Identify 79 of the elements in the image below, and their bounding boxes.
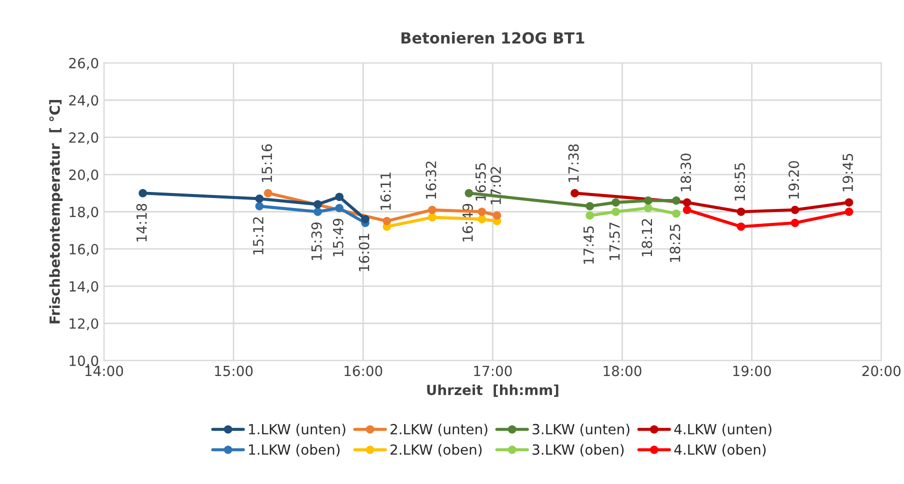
point [644, 204, 652, 212]
y-tick-label: 10,0 [70, 356, 98, 368]
x-axis-title: Uhrzeit [hh:mm] [427, 384, 558, 397]
point [264, 188, 272, 198]
y-tick-label: 24,0 [69, 95, 98, 108]
annotation: 19:20 [788, 161, 800, 199]
point [464, 188, 474, 198]
annotation: 18:25 [670, 224, 680, 262]
annotation: 17:38 [568, 144, 579, 182]
point [612, 208, 620, 216]
annotation: 15:39 [311, 222, 322, 260]
point [361, 215, 370, 224]
point [382, 216, 392, 226]
point [335, 204, 344, 212]
y-tick-label: 26,0 [69, 58, 98, 70]
point [428, 206, 436, 214]
y-tick-label: 12,0 [70, 318, 98, 330]
x-tick-label: 20:00 [862, 366, 900, 376]
point [428, 213, 436, 222]
point [586, 202, 594, 210]
point [478, 215, 486, 224]
annotation: 15:12 [252, 217, 264, 254]
y-tick-label: 14,0 [70, 281, 98, 294]
y-tick-label: 18,0 [70, 206, 98, 219]
point [314, 208, 322, 216]
legend-label: 2.LKW (unten) [390, 424, 488, 436]
point [586, 211, 594, 220]
annotation: 18:30 [680, 154, 692, 192]
y-axis-title: Frischbetontemperatur [ °C] [49, 100, 63, 324]
annotation: 18:55 [734, 163, 746, 200]
legend-label: 3.LKW (unten) [532, 424, 630, 436]
point [478, 208, 486, 216]
point [492, 211, 502, 220]
annotation: 14:18 [136, 204, 147, 242]
legend-label: 1.LKW (oben) [249, 444, 340, 456]
annotation: 15:16 [262, 144, 272, 182]
point [844, 208, 854, 216]
legend-label: 2.LKW (oben) [390, 444, 482, 456]
legend-label: 1.LKW (unten) [249, 424, 346, 436]
point [736, 222, 746, 231]
legend-label: 3.LKW (oben) [532, 444, 624, 456]
point [255, 194, 264, 203]
x-tick-label: 17:00 [474, 366, 512, 376]
y-tick-label: 16,0 [70, 244, 98, 256]
point [736, 208, 746, 216]
point [682, 198, 692, 207]
annotation: 17:45 [584, 226, 594, 264]
chart-title: Betonieren 12OG BT1 [401, 32, 584, 44]
x-tick-label: 19:00 [733, 366, 771, 376]
x-tick-label: 16:00 [344, 366, 382, 376]
point [672, 196, 680, 205]
annotation: 16:01 [358, 234, 370, 272]
x-tick-label: 18:00 [604, 366, 642, 376]
point [570, 188, 579, 198]
annotation: 16:11 [380, 172, 391, 210]
annotation: 17:02 [490, 167, 502, 204]
point [314, 200, 322, 208]
point [790, 218, 800, 228]
y-tick-label: 20,0 [69, 170, 98, 182]
x-tick-label: 15:00 [215, 366, 253, 376]
point [255, 202, 264, 210]
point [138, 188, 147, 198]
legend-label: 4.LKW (unten) [674, 424, 772, 436]
point [335, 192, 344, 202]
x-tick-label: 14:00 [85, 366, 124, 376]
y-tick-label: 22,0 [69, 132, 98, 144]
annotation: 15:49 [332, 218, 344, 256]
point [672, 209, 680, 218]
annotation: 17:57 [609, 222, 620, 260]
annotation: 19:45 [842, 154, 854, 192]
annotation: 16:32 [426, 162, 436, 199]
point [612, 198, 620, 207]
point [790, 206, 800, 214]
annotation: 16:55 [475, 163, 486, 200]
point [682, 206, 692, 214]
point [644, 196, 652, 205]
point [844, 198, 854, 207]
legend-label: 4.LKW (oben) [674, 444, 766, 456]
annotation: 18:12 [642, 219, 652, 256]
